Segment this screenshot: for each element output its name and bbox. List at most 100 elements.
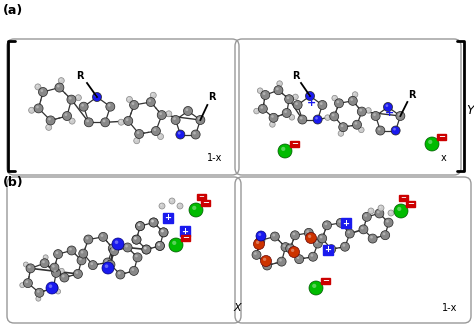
Circle shape <box>52 265 55 268</box>
Circle shape <box>155 241 164 250</box>
Circle shape <box>260 106 263 109</box>
Circle shape <box>54 270 56 273</box>
Circle shape <box>94 94 97 97</box>
Circle shape <box>132 235 141 244</box>
Circle shape <box>81 104 84 107</box>
Circle shape <box>291 249 294 252</box>
Circle shape <box>21 284 22 285</box>
Circle shape <box>357 107 366 116</box>
Circle shape <box>271 115 274 118</box>
Circle shape <box>40 259 49 268</box>
Circle shape <box>256 241 259 244</box>
Circle shape <box>136 222 145 230</box>
Circle shape <box>132 102 134 105</box>
Circle shape <box>73 269 82 278</box>
Circle shape <box>43 255 48 260</box>
Circle shape <box>105 264 108 268</box>
Circle shape <box>137 223 140 226</box>
Circle shape <box>359 225 368 234</box>
Circle shape <box>257 88 263 94</box>
Text: R: R <box>409 90 416 100</box>
Circle shape <box>50 263 59 272</box>
Circle shape <box>135 129 144 139</box>
Circle shape <box>55 289 61 294</box>
Circle shape <box>46 282 58 294</box>
Circle shape <box>189 203 203 217</box>
Circle shape <box>151 220 154 222</box>
Circle shape <box>48 118 51 120</box>
Circle shape <box>69 97 72 100</box>
Circle shape <box>75 95 82 101</box>
Circle shape <box>377 211 380 214</box>
Circle shape <box>129 100 138 110</box>
Circle shape <box>38 87 47 96</box>
Circle shape <box>264 263 267 265</box>
Circle shape <box>252 250 261 259</box>
Circle shape <box>289 114 295 120</box>
Circle shape <box>298 115 307 124</box>
FancyBboxPatch shape <box>290 141 299 147</box>
Circle shape <box>295 102 298 105</box>
Text: +: + <box>307 98 317 108</box>
Circle shape <box>304 228 313 237</box>
Circle shape <box>128 98 129 99</box>
Circle shape <box>42 260 45 263</box>
Circle shape <box>332 95 337 101</box>
Circle shape <box>337 101 339 103</box>
Text: X: X <box>233 303 241 313</box>
Circle shape <box>379 206 381 208</box>
Circle shape <box>110 246 113 248</box>
Circle shape <box>134 138 140 144</box>
Circle shape <box>261 256 272 266</box>
Circle shape <box>335 99 344 108</box>
Circle shape <box>124 116 133 126</box>
Circle shape <box>192 206 196 210</box>
Circle shape <box>155 241 164 250</box>
Circle shape <box>359 109 362 111</box>
Circle shape <box>345 229 354 238</box>
Circle shape <box>292 232 295 235</box>
FancyBboxPatch shape <box>321 278 330 284</box>
Circle shape <box>49 284 52 288</box>
Circle shape <box>154 128 156 131</box>
Circle shape <box>172 241 176 245</box>
Circle shape <box>137 223 140 226</box>
Circle shape <box>378 205 384 211</box>
Circle shape <box>193 132 196 135</box>
Text: (b): (b) <box>3 176 24 189</box>
Circle shape <box>91 262 93 265</box>
FancyBboxPatch shape <box>181 235 190 241</box>
Text: +: + <box>385 108 395 118</box>
Circle shape <box>384 218 393 227</box>
Circle shape <box>191 130 200 139</box>
Circle shape <box>353 120 362 129</box>
Circle shape <box>28 266 31 268</box>
Circle shape <box>381 231 390 240</box>
Circle shape <box>368 234 377 243</box>
Circle shape <box>167 112 169 114</box>
Circle shape <box>171 115 180 125</box>
Circle shape <box>320 236 322 238</box>
Circle shape <box>30 109 32 110</box>
Circle shape <box>391 126 400 135</box>
Circle shape <box>99 232 108 242</box>
Circle shape <box>35 84 41 90</box>
Circle shape <box>69 118 75 124</box>
Circle shape <box>295 255 304 264</box>
Circle shape <box>338 131 344 136</box>
Circle shape <box>286 244 295 253</box>
Circle shape <box>64 113 67 116</box>
Circle shape <box>63 111 72 121</box>
Circle shape <box>159 135 161 137</box>
Circle shape <box>313 115 322 124</box>
Circle shape <box>52 268 61 277</box>
Circle shape <box>320 102 323 105</box>
Circle shape <box>343 244 345 247</box>
Circle shape <box>371 111 380 121</box>
Circle shape <box>60 273 69 282</box>
Circle shape <box>103 120 105 122</box>
Circle shape <box>385 104 388 107</box>
Circle shape <box>254 252 257 255</box>
Circle shape <box>277 257 286 266</box>
Circle shape <box>254 108 259 114</box>
